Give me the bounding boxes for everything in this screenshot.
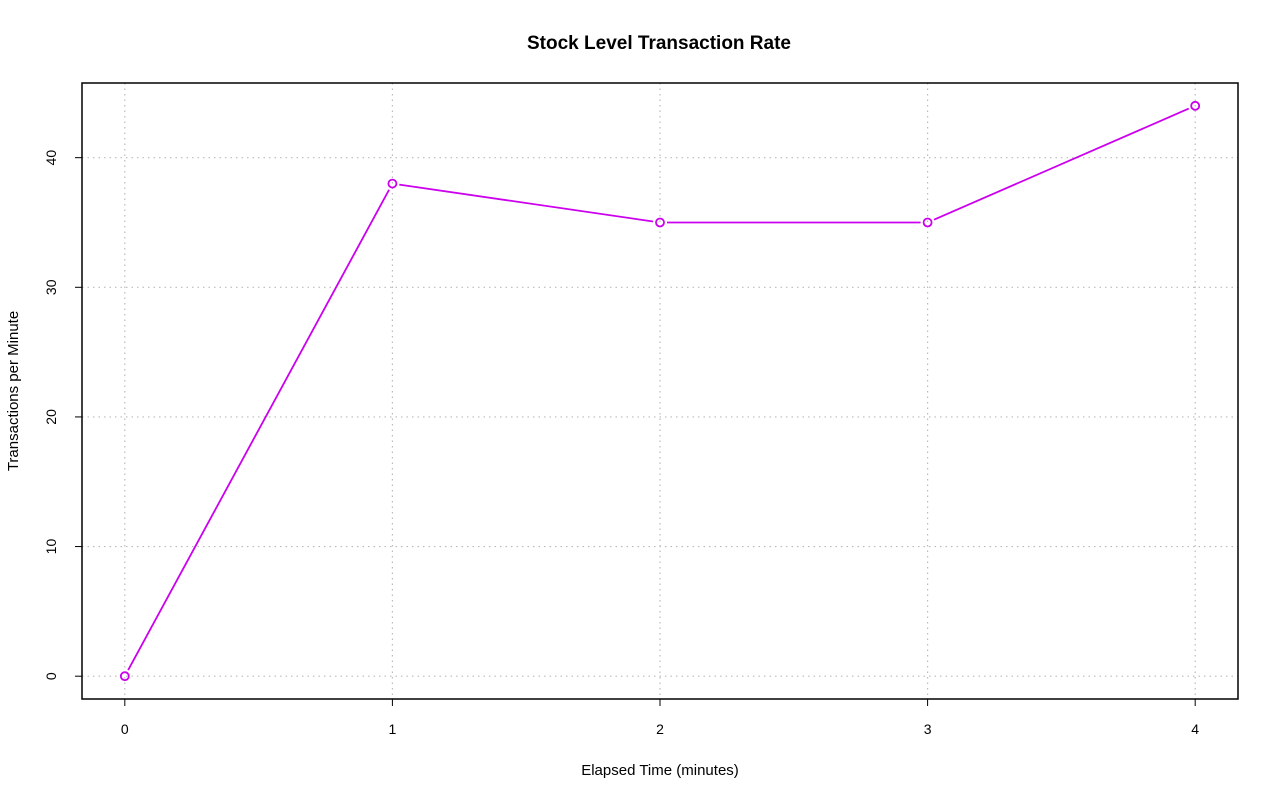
y-tick-label: 10: [43, 539, 59, 555]
x-tick-label: 3: [924, 721, 932, 737]
series-segment: [127, 189, 390, 671]
y-tick-label: 40: [43, 150, 59, 166]
data-point: [1190, 100, 1201, 111]
x-axis: 0 1 2 3 4: [121, 699, 1199, 737]
grid-lines: [82, 83, 1238, 699]
data-point: [387, 178, 398, 189]
series-segment: [399, 183, 654, 223]
y-tick-label: 20: [43, 409, 59, 425]
x-axis-label: Elapsed Time (minutes): [581, 762, 739, 779]
chart-title: Stock Level Transaction Rate: [527, 33, 791, 54]
x-tick-label: 1: [389, 721, 397, 737]
y-tick-label: 0: [43, 672, 59, 680]
x-tick-label: 2: [656, 721, 664, 737]
data-point: [922, 217, 933, 228]
series-line: [119, 100, 1201, 682]
x-tick-label: 0: [121, 721, 129, 737]
series-segment: [933, 107, 1190, 221]
data-point: [655, 217, 665, 228]
y-tick-label: 30: [43, 279, 59, 295]
y-axis-label: Transactions per Minute: [5, 311, 22, 471]
data-point: [119, 671, 130, 682]
y-axis: 0 10 20 30 40: [43, 150, 82, 680]
series-layer: [119, 100, 1201, 682]
x-tick-label: 4: [1191, 721, 1199, 737]
